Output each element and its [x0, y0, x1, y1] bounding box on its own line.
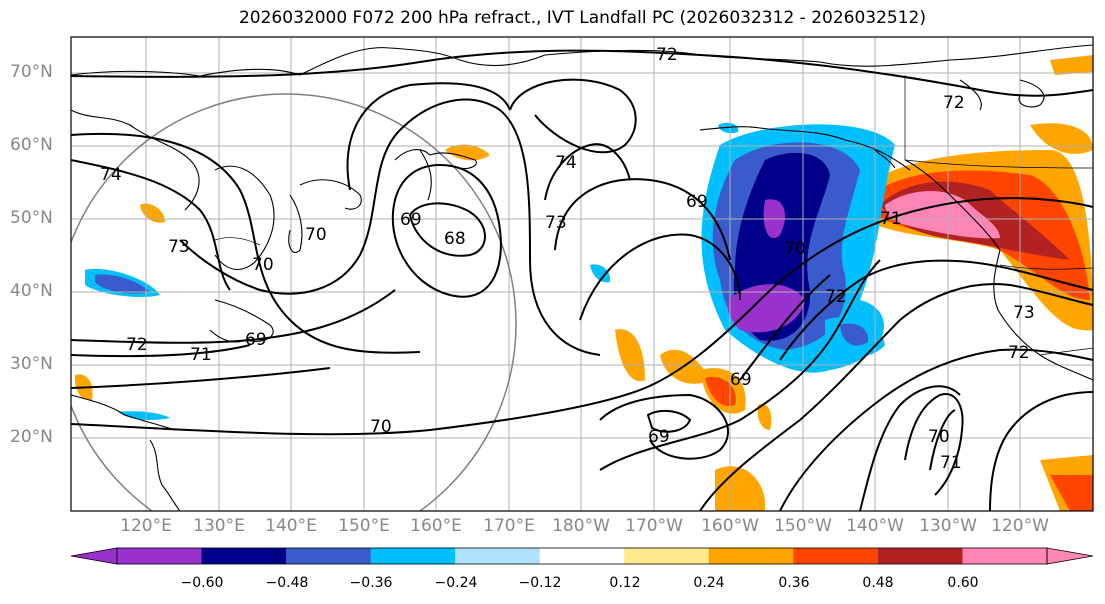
colorbar — [70, 547, 1094, 565]
colorbar-segment — [962, 548, 1048, 564]
contour-label: 72 — [126, 335, 148, 355]
colorbar-tick-label: 0.60 — [947, 575, 979, 591]
colorbar-segment — [793, 548, 879, 564]
colorbar-segment — [624, 548, 710, 564]
contour-label: 73 — [168, 237, 190, 257]
latitude-label: 70°N — [10, 62, 53, 82]
landfall-radius-circle — [71, 93, 517, 511]
colorbar-segment — [286, 548, 372, 564]
longitude-label: 130°W — [919, 516, 977, 536]
contour-label: 72 — [1008, 343, 1030, 363]
colorbar-segment — [539, 548, 625, 564]
contour-label: 72 — [656, 45, 678, 65]
longitude-label: 120°W — [991, 516, 1049, 536]
colorbar-tick-label: −0.60 — [180, 575, 224, 591]
colorbar-tick-label: −0.48 — [265, 575, 309, 591]
longitude-label: 130°E — [193, 516, 245, 536]
contour-label: 70 — [305, 225, 327, 245]
colorbar-tick-label: 0.48 — [862, 575, 894, 591]
colorbar-lower-extension — [70, 547, 118, 565]
map-frame — [70, 36, 1094, 512]
latitude-label: 60°N — [10, 135, 53, 155]
contour-label: 74 — [555, 153, 577, 173]
longitude-label: 160°E — [410, 516, 462, 536]
map-title: 2026032000 F072 200 hPa refract., IVT La… — [238, 8, 926, 28]
colorbar-segment — [201, 548, 287, 564]
colorbar-tick-label: 0.24 — [693, 575, 725, 591]
colorbar-segment — [117, 548, 203, 564]
coastlines — [71, 44, 1093, 511]
contour-label: 73 — [1013, 303, 1035, 323]
contour-label: 68 — [444, 229, 466, 249]
contour-label: 69 — [245, 330, 267, 350]
contour-label: 70 — [784, 239, 806, 259]
contour-label: 72 — [825, 287, 847, 307]
country-borders — [214, 75, 1093, 356]
refractivity-contours — [71, 49, 1093, 511]
colorbar-tick-label: 0.36 — [778, 575, 810, 591]
contour-label: 73 — [545, 213, 567, 233]
contour-label: 69 — [730, 370, 752, 390]
contour-label: 72 — [943, 93, 965, 113]
contour-label: 70 — [252, 255, 274, 275]
contour-label: 71 — [940, 453, 962, 473]
contour-label: 74 — [100, 165, 122, 185]
colorbar-tick-label: 0.12 — [609, 575, 641, 591]
longitude-label: 160°W — [701, 516, 759, 536]
latitude-label: 40°N — [10, 281, 53, 301]
graticule-grid — [71, 37, 1093, 511]
colorbar-tick-label: −0.12 — [518, 575, 562, 591]
contour-label: 69 — [648, 427, 670, 447]
longitude-label: 170°E — [483, 516, 535, 536]
contour-label: 71 — [880, 209, 902, 229]
map-plot-area: 72 72 74 74 73 69 69 70 68 70 73 69 70 7… — [71, 37, 1093, 511]
longitude-label: 120°E — [120, 516, 172, 536]
contour-label: 70 — [370, 417, 392, 437]
colorbar-segment — [877, 548, 963, 564]
contour-label: 71 — [190, 345, 212, 365]
latitude-label: 50°N — [10, 208, 53, 228]
contour-label: 70 — [928, 427, 950, 447]
longitude-label: 150°E — [338, 516, 390, 536]
contour-labels: 72 72 74 74 73 69 69 70 68 70 73 69 70 7… — [100, 45, 1035, 473]
colorbar-tick-label: −0.24 — [434, 575, 478, 591]
longitude-label: 170°W — [625, 516, 683, 536]
longitude-label: 140°E — [265, 516, 317, 536]
colorbar-upper-extension — [1046, 547, 1094, 565]
colorbar-segment — [708, 548, 794, 564]
latitude-label: 30°N — [10, 354, 53, 374]
contour-label: 69 — [686, 192, 708, 212]
contour-label: 69 — [400, 210, 422, 230]
longitude-label: 180°W — [552, 516, 610, 536]
colorbar-segment — [455, 548, 541, 564]
latitude-label: 20°N — [10, 427, 53, 447]
positive-ivt-shading — [74, 55, 1093, 511]
colorbar-segment — [370, 548, 456, 564]
colorbar-tick-label: −0.36 — [349, 575, 393, 591]
longitude-label: 140°W — [846, 516, 904, 536]
longitude-label: 150°W — [774, 516, 832, 536]
